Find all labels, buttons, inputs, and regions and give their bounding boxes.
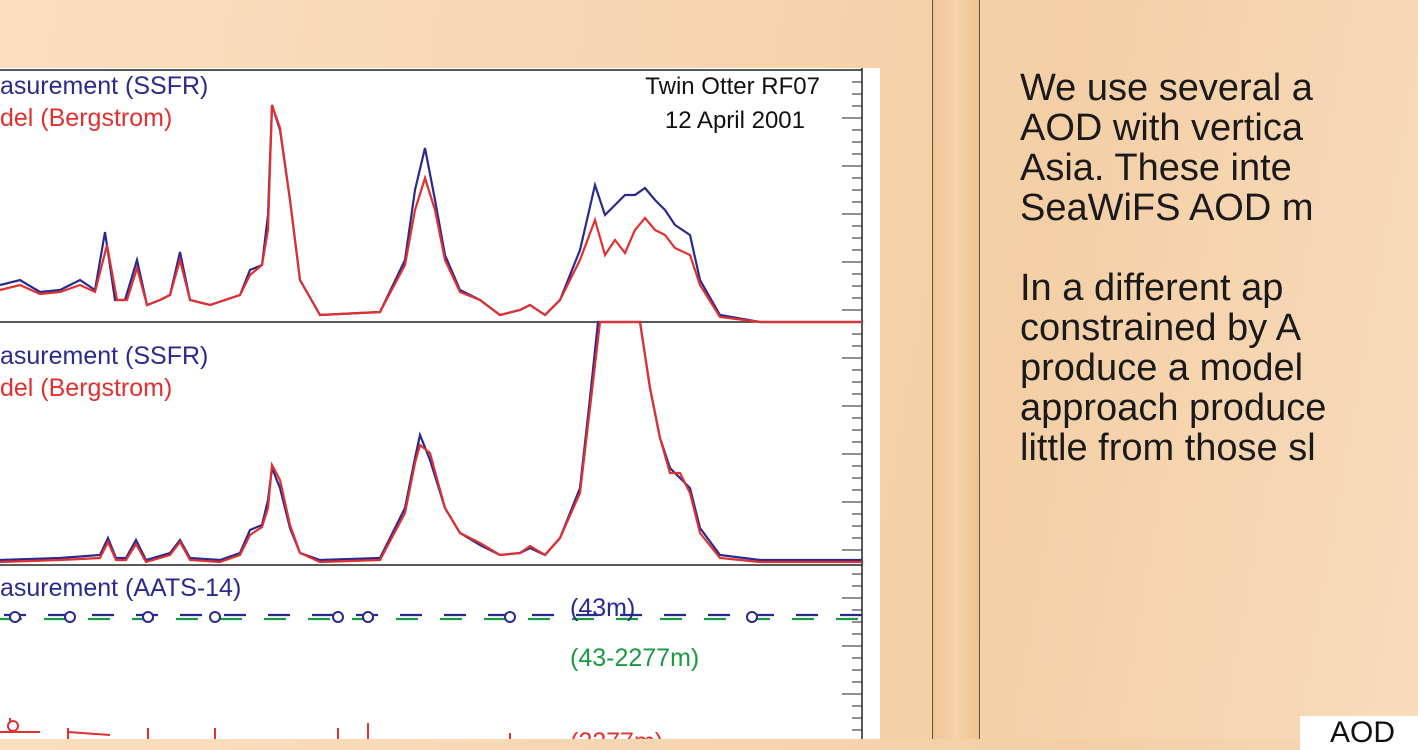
legend-label: asurement (SSFR) bbox=[0, 342, 208, 370]
annotation: (43m) bbox=[570, 594, 635, 622]
ticks bbox=[842, 69, 862, 731]
text-column: We use several a AOD with vertica Asia. Th… bbox=[1020, 68, 1418, 739]
plot-title: Twin Otter RF07 bbox=[645, 73, 820, 100]
text-line: produce a model bbox=[1020, 347, 1304, 389]
plot-subtitle: 12 April 2001 bbox=[665, 107, 805, 134]
annotation: (43-2277m) bbox=[570, 644, 699, 672]
legend-label: asurement (AATS-14) bbox=[0, 574, 241, 602]
text-line: approach produce bbox=[1020, 387, 1327, 429]
markers bbox=[9, 611, 758, 623]
frame bbox=[0, 68, 863, 739]
column-divider bbox=[932, 0, 980, 739]
text-line: constrained by A bbox=[1020, 307, 1301, 349]
paragraph: We use several a AOD with vertica Asia. Th… bbox=[1020, 68, 1418, 228]
text-line: We use several a bbox=[1020, 68, 1313, 109]
text-line: SeaWiFS AOD m bbox=[1020, 187, 1314, 229]
legend-label: asurement (SSFR) bbox=[0, 72, 208, 100]
annotation: (2277m) bbox=[570, 728, 663, 739]
text-line: little from those sl bbox=[1020, 427, 1316, 469]
plot: asurement (SSFR) del (Bergstrom) Twin Ot… bbox=[0, 68, 880, 739]
red-profile bbox=[0, 718, 511, 739]
text-line: In a different ap bbox=[1020, 267, 1284, 309]
model-line bbox=[0, 104, 862, 324]
legend-label: del (Bergstrom) bbox=[0, 374, 172, 402]
text-line: AOD with vertica bbox=[1020, 107, 1303, 149]
legend-label: del (Bergstrom) bbox=[0, 104, 172, 132]
model-line bbox=[0, 320, 862, 564]
text-line: Asia. These inte bbox=[1020, 147, 1292, 189]
plot-background bbox=[0, 68, 880, 739]
footer-label: AOD bbox=[1300, 716, 1418, 750]
